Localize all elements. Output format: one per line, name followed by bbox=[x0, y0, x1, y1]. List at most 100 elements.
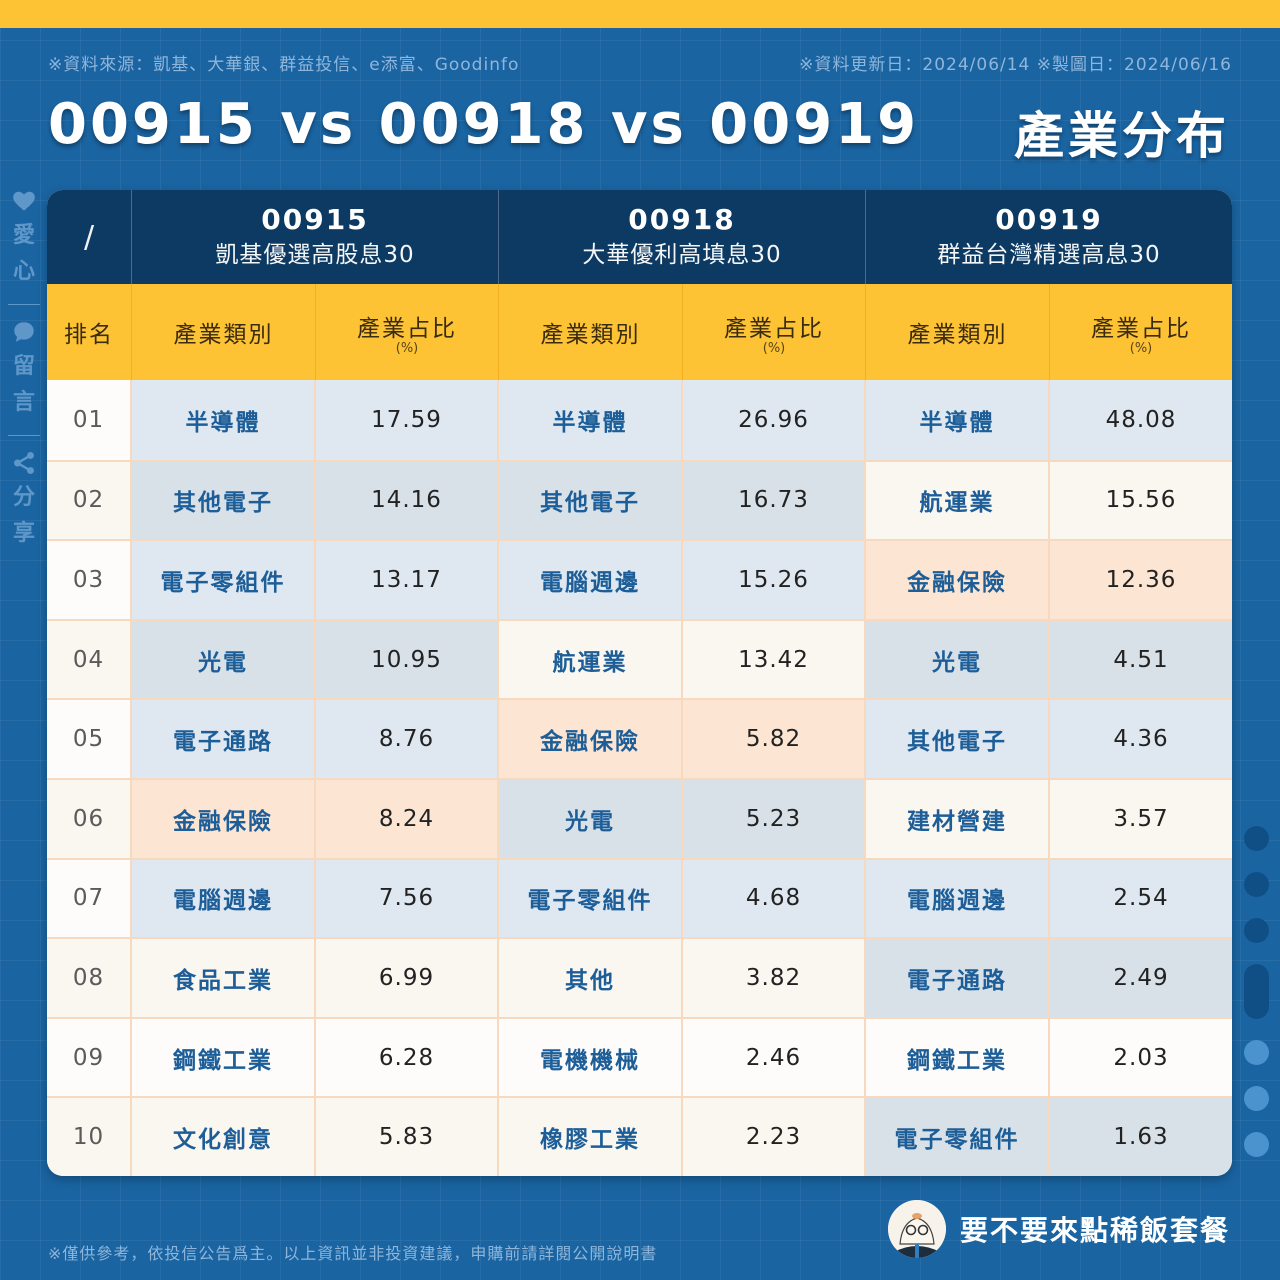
industry-name-cell: 電腦週邊 bbox=[866, 859, 1050, 938]
industry-share-cell: 10.95 bbox=[316, 620, 499, 699]
industry-share: 13.42 bbox=[738, 646, 809, 673]
rank: 05 bbox=[72, 726, 105, 753]
page-dot[interactable] bbox=[1243, 1040, 1269, 1065]
industry-share-cell: 6.99 bbox=[316, 939, 499, 1017]
industry-name: 電機機械 bbox=[540, 1047, 640, 1074]
industry-name: 光電 bbox=[565, 808, 615, 835]
industry-name-cell: 半導體 bbox=[132, 380, 316, 460]
industry-name: 電腦週邊 bbox=[173, 888, 273, 915]
share-button[interactable]: 分 享 bbox=[11, 450, 37, 552]
like-label-1: 愛 bbox=[12, 223, 35, 248]
industry-name: 半導體 bbox=[185, 409, 261, 436]
divider bbox=[8, 304, 40, 305]
fund-header-00918: 00918 大華優利高填息30 bbox=[499, 190, 866, 284]
table-row: 06 金融保險 8.24 光電 5.23 建材營建 3.57 bbox=[47, 777, 1232, 858]
comment-icon bbox=[14, 322, 34, 342]
industry-name-cell: 文化創意 bbox=[132, 1098, 316, 1176]
rank: 03 bbox=[72, 566, 105, 593]
industry-share: 6.28 bbox=[378, 1044, 435, 1071]
rank-cell: 09 bbox=[47, 1018, 132, 1097]
industry-name-cell: 半導體 bbox=[866, 380, 1050, 460]
industry-name-cell: 電腦週邊 bbox=[499, 541, 683, 619]
page-dot[interactable] bbox=[1243, 826, 1269, 851]
rank: 02 bbox=[72, 487, 105, 514]
comment-label-2: 言 bbox=[12, 390, 35, 415]
page-dot[interactable] bbox=[1243, 918, 1269, 943]
industry-share-cell: 14.16 bbox=[316, 461, 499, 540]
industry-name: 電子零組件 bbox=[894, 1127, 1020, 1154]
industry-name-cell: 金融保險 bbox=[132, 779, 316, 858]
industry-share-cell: 12.36 bbox=[1050, 541, 1232, 619]
industry-name-cell: 金融保險 bbox=[866, 541, 1050, 619]
industry-share: 5.23 bbox=[745, 805, 802, 832]
industry-share-cell: 15.56 bbox=[1050, 461, 1232, 540]
share-header: 產業占比 (%) bbox=[1091, 315, 1191, 356]
industry-name-cell: 電子零組件 bbox=[132, 541, 316, 619]
industry-share-cell: 7.56 bbox=[316, 859, 499, 938]
industry-share: 4.51 bbox=[1113, 646, 1169, 673]
industry-share: 15.56 bbox=[1105, 487, 1177, 514]
industry-share-cell: 1.63 bbox=[1050, 1098, 1232, 1176]
fund-name: 群益台灣精選高息30 bbox=[937, 242, 1161, 268]
page-title: 00915 vs 00918 vs 00919 bbox=[48, 92, 920, 157]
industry-name: 半導體 bbox=[919, 409, 995, 436]
industry-share-cell: 17.59 bbox=[316, 380, 499, 460]
rank: 01 bbox=[72, 406, 105, 433]
industry-share: 10.95 bbox=[371, 646, 442, 673]
industry-share: 26.96 bbox=[738, 406, 809, 433]
industry-share: 12.36 bbox=[1105, 566, 1177, 593]
top-accent-bar bbox=[0, 0, 1280, 28]
comment-button[interactable]: 留 言 bbox=[11, 319, 37, 421]
table-row: 10 文化創意 5.83 橡膠工業 2.23 電子零組件 1.63 bbox=[47, 1096, 1232, 1176]
industry-share-cell: 5.23 bbox=[683, 779, 866, 858]
like-label-2: 心 bbox=[12, 259, 35, 284]
like-button[interactable]: 愛 心 bbox=[11, 188, 37, 290]
industry-share-cell: 6.28 bbox=[316, 1018, 499, 1097]
brand-name: 要不要來點稀飯套餐 bbox=[959, 1214, 1230, 1247]
industry-name-cell: 其他電子 bbox=[132, 461, 316, 540]
rank: 07 bbox=[72, 885, 105, 912]
industry-name-cell: 電腦週邊 bbox=[132, 859, 316, 938]
page-dot-active[interactable] bbox=[1243, 964, 1269, 1019]
industry-name: 食品工業 bbox=[173, 967, 273, 994]
carousel-indicator bbox=[1243, 826, 1269, 1157]
industry-name: 橡膠工業 bbox=[540, 1127, 640, 1154]
table-row: 08 食品工業 6.99 其他 3.82 電子通路 2.49 bbox=[47, 937, 1232, 1017]
page-dot[interactable] bbox=[1243, 872, 1269, 897]
industry-header: 產業類別 bbox=[132, 284, 316, 380]
industry-name-cell: 半導體 bbox=[499, 380, 683, 460]
industry-share: 5.83 bbox=[378, 1124, 435, 1151]
industry-share-cell: 13.42 bbox=[683, 620, 866, 699]
industry-share-cell: 2.03 bbox=[1050, 1018, 1232, 1097]
table-row: 04 光電 10.95 航運業 13.42 光電 4.51 bbox=[47, 618, 1232, 699]
industry-name: 其他電子 bbox=[173, 490, 273, 517]
rank-header: 排名 bbox=[47, 284, 132, 380]
industry-name: 金融保險 bbox=[173, 808, 273, 835]
rank-cell: 07 bbox=[47, 859, 132, 938]
industry-share-cell: 2.23 bbox=[683, 1098, 866, 1176]
industry-name-cell: 其他電子 bbox=[866, 700, 1050, 778]
industry-name-cell: 光電 bbox=[866, 620, 1050, 699]
industry-share: 16.73 bbox=[738, 487, 809, 514]
rank-cell: 03 bbox=[47, 541, 132, 619]
rank: 09 bbox=[72, 1044, 105, 1071]
industry-share: 4.68 bbox=[745, 885, 802, 912]
industry-share: 8.24 bbox=[378, 805, 435, 832]
industry-name: 建材營建 bbox=[907, 808, 1007, 835]
page-dot[interactable] bbox=[1243, 1132, 1269, 1157]
industry-name: 電腦週邊 bbox=[907, 888, 1007, 915]
industry-share-cell: 8.76 bbox=[316, 700, 499, 778]
industry-name-cell: 其他電子 bbox=[499, 461, 683, 540]
industry-name-cell: 食品工業 bbox=[132, 939, 316, 1017]
fund-code: 00919 bbox=[995, 203, 1103, 236]
industry-share-cell: 4.51 bbox=[1050, 620, 1232, 699]
industry-share-cell: 16.73 bbox=[683, 461, 866, 540]
page-dot[interactable] bbox=[1243, 1086, 1269, 1111]
industry-name: 電子通路 bbox=[173, 729, 273, 756]
side-social-bar: 愛 心 留 言 分 享 bbox=[6, 188, 42, 552]
rank: 08 bbox=[72, 964, 105, 991]
table-row: 07 電腦週邊 7.56 電子零組件 4.68 電腦週邊 2.54 bbox=[47, 857, 1232, 938]
fund-name: 大華優利高填息30 bbox=[582, 242, 782, 268]
rank-cell: 10 bbox=[47, 1098, 132, 1176]
fund-header-row: / 00915 凱基優選高股息30 00918 大華優利高填息30 00919 … bbox=[47, 190, 1232, 284]
